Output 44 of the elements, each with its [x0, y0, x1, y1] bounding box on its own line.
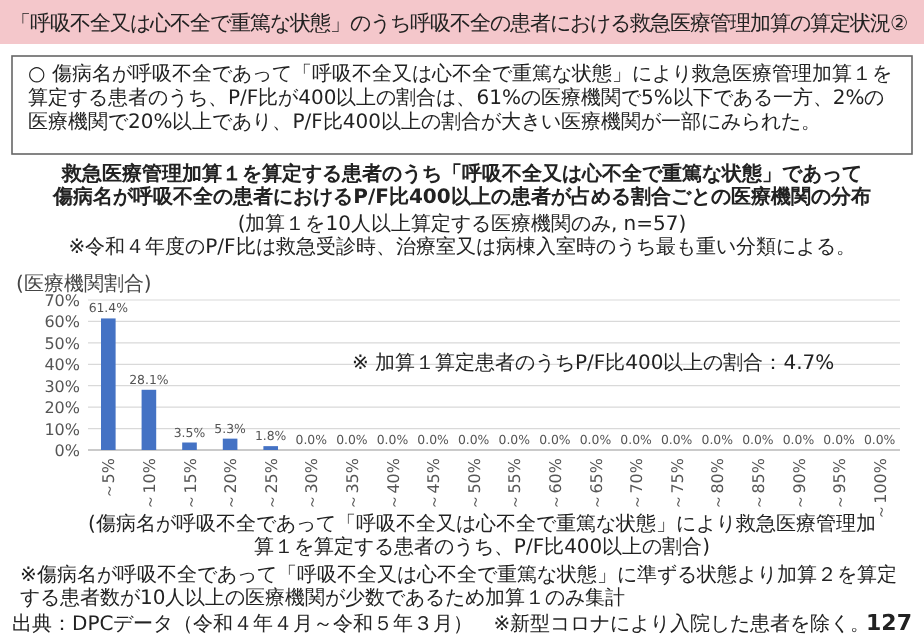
x-tick-label: ～70% [628, 457, 647, 510]
bar [182, 442, 197, 450]
text: 傷病名が呼吸不全の患者におけるP/F比400以上の患者が占める割合ごとの医療機関の分布 [51, 185, 871, 209]
x-tick-label: ～10% [140, 457, 159, 510]
x-tick-label: ～20% [222, 457, 241, 510]
y-tick-label: 30% [44, 377, 81, 396]
y-tick-label: 20% [44, 399, 81, 418]
y-tick-label: 10% [44, 420, 81, 439]
annotation: ※ 加算１算定患者のうちP/F比400以上の割合：4.7% [351, 350, 835, 375]
x-tick-label: ～90% [790, 457, 809, 510]
bar [222, 438, 238, 450]
chart-title: 「呼吸不全又は心不全で重篤な状態」のうち呼吸不全の患者における救急医療管理加算の算定状況② [10, 12, 909, 36]
text: ○ 傷病名が呼吸不全であって「呼吸不全又は心不全で重篤な状態」により救急医療管理加算１を算定する患者のうち、P/F比が400以上の割合は、61%の医療機関で5%以下である一方、2%の医療機関で20%以上であり、P/F比400以上の割合が大きい医療機関が一部にみられた。 [28, 62, 892, 134]
text: 127 [866, 610, 912, 636]
text: ※傷病名が呼吸不全であって「呼吸不全又は心不全で重篤な状態」に準ずる状態より加算２を算定する患者数が10人以上の医療機関が少数であるため加算１のみ集計 [20, 563, 897, 610]
x-tick-label: ～80% [709, 457, 728, 510]
x-tick-label: ～100% [871, 457, 890, 520]
x-tick-label: ～50% [465, 457, 484, 510]
y-axis-title: (医療機関割合) [16, 272, 152, 296]
source-note: 出典：DPCデータ（令和４年４月～令和５年３月） ※新型コロナにより入院した患者を除く。 [12, 612, 871, 636]
y-tick-label: 40% [44, 356, 81, 375]
y-tick-label: 60% [44, 313, 81, 332]
text: 救急医療管理加算１を算定する患者のうち「呼吸不全又は心不全で重篤な状態」であって [60, 162, 862, 186]
y-tick-label: 50% [44, 334, 81, 353]
x-tick-label: ～15% [181, 457, 200, 510]
x-tick-label: ～5% [100, 457, 119, 500]
text: (加算１を10人以上算定する医療機関のみ, n=57) [237, 212, 687, 236]
x-axis-title: (傷病名が呼吸不全であって「呼吸不全又は心不全で重篤な状態」により救急医療管理加算１を算定する患者のうち、P/F比400以上の割合) [88, 512, 876, 559]
x-tick-label: ～25% [262, 457, 281, 510]
x-tick-label: ～55% [506, 457, 525, 510]
x-tick-label: ～60% [546, 457, 565, 510]
x-tick-label: ～40% [384, 457, 403, 510]
y-tick-label: 0% [54, 442, 81, 460]
x-tick-label: ～85% [749, 457, 768, 510]
y-tick-label: 70% [44, 292, 81, 310]
text: ※令和４年度のP/F比は救急受診時、治療室又は病棟入室時のうち最も重い分類による。 [68, 235, 856, 259]
x-tick-label: ～95% [831, 457, 850, 510]
x-tick-label: ～35% [343, 457, 362, 510]
bar [141, 389, 157, 450]
x-tick-label: ～75% [668, 457, 687, 510]
x-tick-label: ～65% [587, 457, 606, 510]
x-tick-label: ～30% [303, 457, 322, 510]
bar [100, 318, 116, 450]
x-tick-label: ～45% [425, 457, 444, 510]
